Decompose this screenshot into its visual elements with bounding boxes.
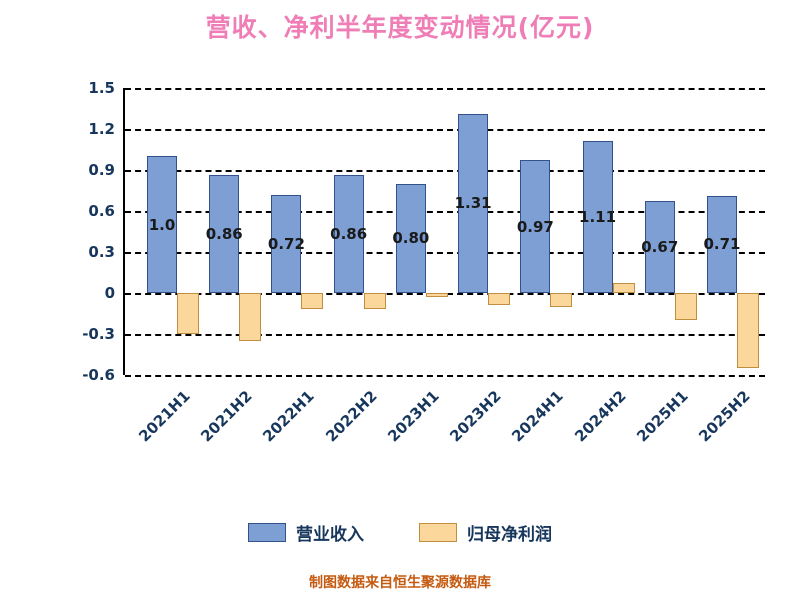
revenue-legend-label: 营业收入 bbox=[296, 525, 364, 545]
y-axis-line bbox=[123, 88, 125, 375]
revenue-legend-swatch bbox=[248, 523, 286, 542]
revenue-bar bbox=[707, 195, 737, 293]
y-axis-tick-label: 0.9 bbox=[88, 161, 115, 179]
gridline bbox=[125, 375, 765, 377]
gridline bbox=[125, 334, 765, 336]
y-axis-tick-label: 1.2 bbox=[88, 120, 115, 138]
y-axis-tick-label: 0.6 bbox=[88, 202, 115, 220]
bar-value-label: 1.0 bbox=[148, 215, 176, 234]
net-profit-bar bbox=[301, 293, 324, 310]
y-axis-tick-label: -0.6 bbox=[82, 366, 115, 384]
bar-value-label: 0.72 bbox=[267, 234, 305, 253]
bar-value-label: 0.97 bbox=[516, 217, 554, 236]
net-profit-bar bbox=[177, 293, 199, 334]
gridline bbox=[125, 252, 765, 254]
revenue-bar bbox=[147, 156, 177, 293]
revenue-bar bbox=[209, 175, 240, 293]
net-profit-bar bbox=[239, 293, 262, 341]
bar-value-label: 0.86 bbox=[330, 225, 368, 244]
gridline bbox=[125, 170, 765, 172]
net-profit-legend-swatch bbox=[419, 523, 457, 542]
net-profit-bar bbox=[674, 293, 697, 321]
gridline bbox=[125, 129, 765, 131]
plot-area: 1.0 0.86 0.72 0.86 0.80 1.31 0.97 1.11 0.67 0.71 bbox=[123, 88, 765, 377]
revenue-bar bbox=[333, 175, 364, 293]
net-profit-bar bbox=[488, 293, 511, 306]
y-axis-tick-label: 0 bbox=[104, 284, 115, 302]
bar-value-label: 0.86 bbox=[205, 225, 243, 244]
chart-title: 营收、净利半年度变动情况(亿元) bbox=[205, 13, 595, 42]
gridline bbox=[125, 88, 765, 90]
net-profit-bar bbox=[550, 293, 573, 307]
bar-value-label: 1.31 bbox=[454, 194, 492, 213]
legend: 营业收入 归母净利润 bbox=[0, 520, 800, 545]
data-source-note: 制图数据来自恒生聚源数据库 bbox=[309, 575, 491, 591]
net-profit-legend-label: 归母净利润 bbox=[467, 525, 552, 545]
bar-value-label: 1.11 bbox=[579, 208, 617, 227]
revenue-bar bbox=[395, 183, 426, 293]
revenue-bar bbox=[582, 141, 613, 293]
legend-item-revenue: 营业收入 bbox=[248, 520, 364, 545]
y-axis-tick-label: -0.3 bbox=[82, 325, 115, 343]
net-profit-bar bbox=[737, 293, 759, 369]
gridline bbox=[125, 211, 765, 213]
legend-item-net-profit: 归母净利润 bbox=[419, 520, 552, 545]
revenue-bar bbox=[458, 113, 489, 293]
y-axis-tick-label: 0.3 bbox=[88, 243, 115, 261]
revenue-bar bbox=[520, 160, 551, 293]
bar-value-label: 0.71 bbox=[703, 235, 741, 254]
net-profit-bar bbox=[425, 293, 448, 298]
net-profit-bar bbox=[363, 293, 386, 310]
revenue-bar bbox=[644, 201, 675, 293]
bar-value-label: 0.80 bbox=[392, 229, 430, 248]
revenue-bar bbox=[271, 194, 302, 293]
net-profit-bar bbox=[612, 283, 635, 293]
bar-value-label: 0.67 bbox=[641, 238, 679, 257]
y-axis-tick-label: 1.5 bbox=[88, 79, 115, 97]
